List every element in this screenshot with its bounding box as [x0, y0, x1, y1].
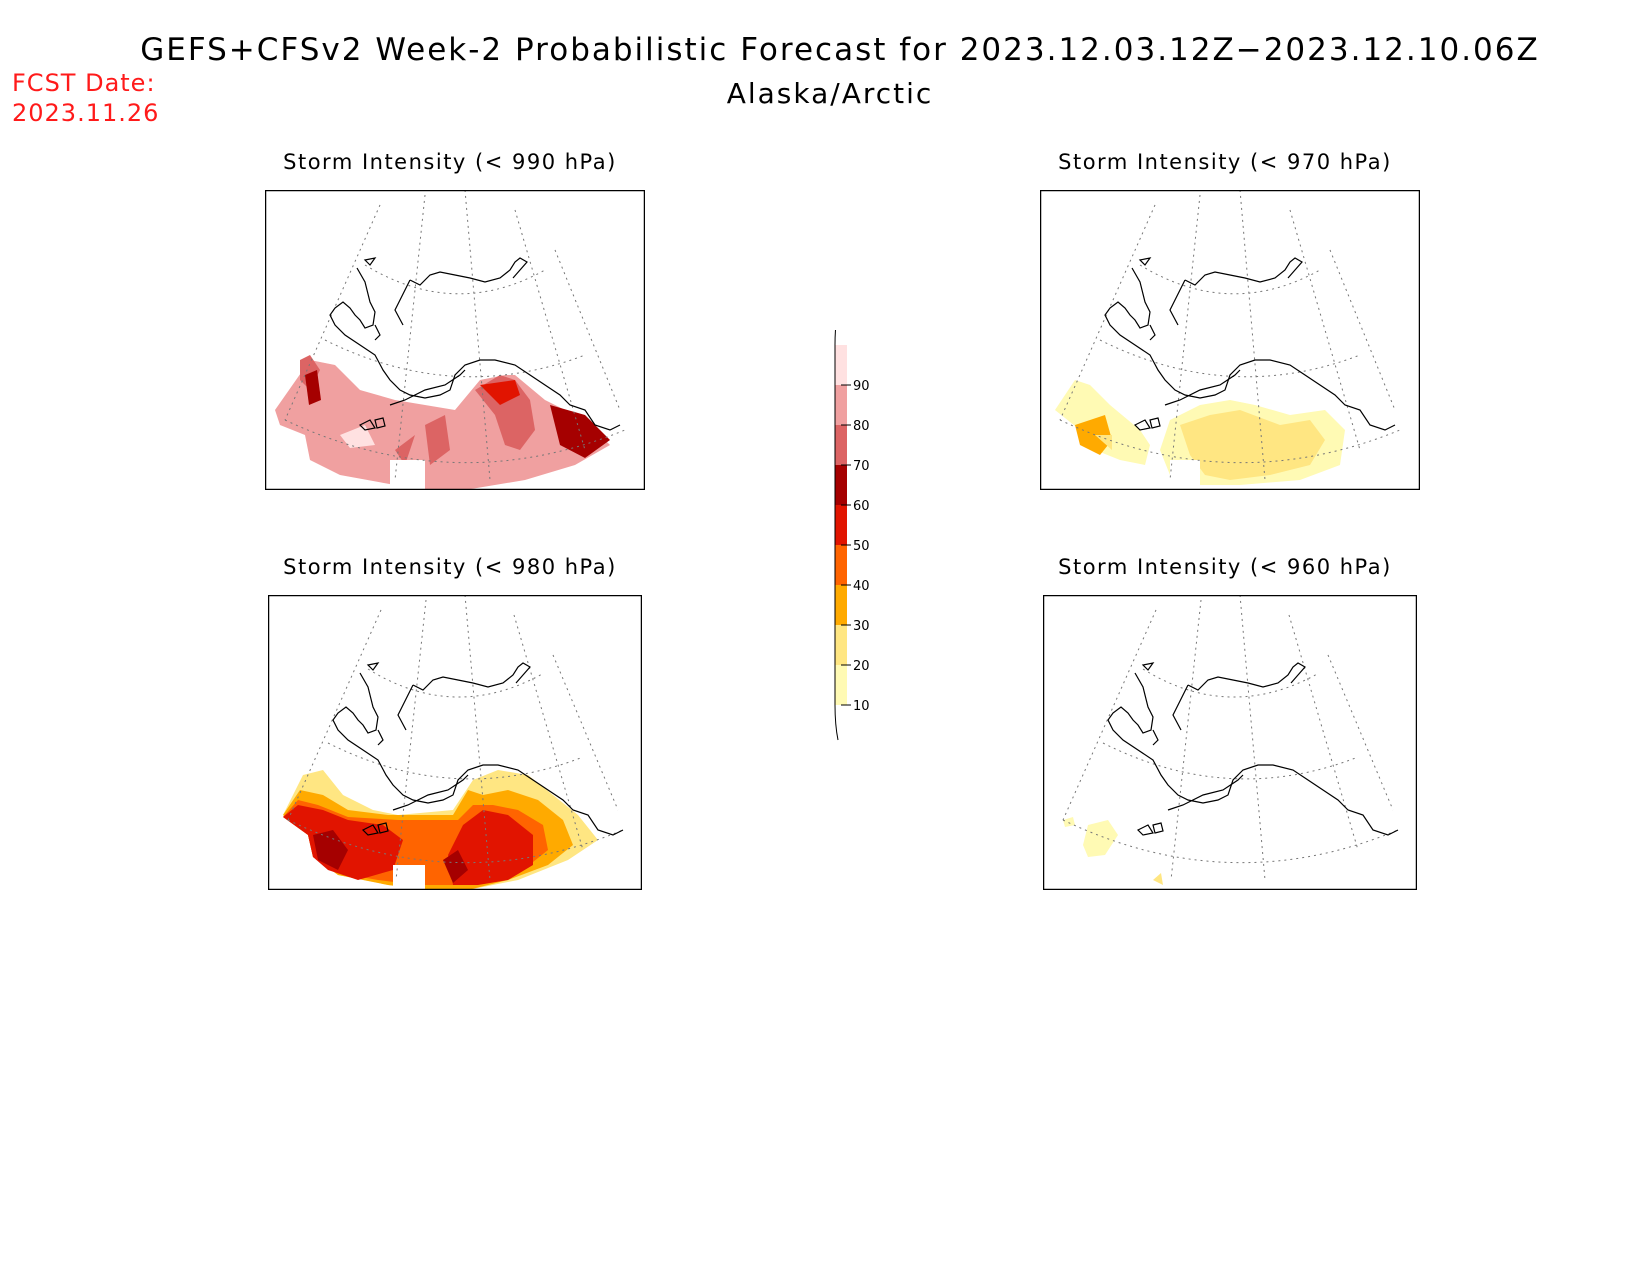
colorbar-tick-label: 80 — [853, 419, 870, 434]
colorbar-top-cap — [834, 309, 839, 346]
colorbar-tick-label: 50 — [853, 539, 870, 554]
map-panel-970 — [1040, 190, 1420, 490]
probability-fill-990 — [275, 355, 610, 490]
coastline-970 — [1104, 257, 1396, 431]
panel-title-970: Storm Intensity (< 970 hPa) — [1058, 150, 1392, 174]
colorbar-tick-label: 70 — [853, 459, 870, 474]
forecast-date: FCST Date: 2023.11.26 — [12, 68, 159, 128]
colorbar-segment — [835, 425, 847, 465]
map-frame-990 — [265, 190, 645, 490]
panel-title-960: Storm Intensity (< 960 hPa) — [1058, 555, 1392, 579]
forecast-date-label: FCST Date: — [12, 69, 156, 97]
colorbar-tick-label: 40 — [853, 579, 870, 594]
coastline-980 — [332, 662, 624, 836]
panel-title-980: Storm Intensity (< 980 hPa) — [283, 555, 617, 579]
graticule-990 — [284, 190, 626, 481]
forecast-date-value: 2023.11.26 — [12, 99, 160, 127]
map-frame-960 — [1043, 595, 1417, 890]
colorbar-tick-label: 10 — [853, 699, 870, 714]
colorbar-tick-label: 30 — [853, 619, 870, 634]
colorbar-segment — [835, 545, 847, 585]
coastline-960 — [1107, 662, 1399, 836]
colorbar-segment — [835, 625, 847, 665]
coastline-990 — [329, 257, 621, 431]
colorbar-segment — [835, 585, 847, 625]
panel-title-990: Storm Intensity (< 990 hPa) — [283, 150, 617, 174]
map-frame-970 — [1040, 190, 1420, 490]
colorbar-segment — [835, 505, 847, 545]
colorbar-tick-label: 20 — [853, 659, 870, 674]
map-panel-990 — [265, 190, 645, 490]
graticule-970 — [1059, 190, 1401, 481]
colorbar-bottom-cap — [834, 704, 839, 741]
map-title: GEFS+CFSv2 Week-2 Probabilistic Forecast… — [140, 32, 1540, 68]
map-panel-960 — [1043, 595, 1417, 890]
probability-fill-980 — [283, 770, 598, 890]
graticule-980 — [287, 595, 624, 881]
probability-fill-960 — [1063, 817, 1163, 885]
map-frame-980 — [268, 595, 642, 890]
colorbar-tick-label: 60 — [853, 499, 870, 514]
colorbar-segment — [835, 345, 847, 385]
colorbar-tick-label: 90 — [853, 379, 870, 394]
map-subtitle: Alaska/Arctic — [726, 77, 934, 110]
colorbar: 10 20 30 40 50 60 70 80 90 — [820, 309, 880, 754]
graticule-960 — [1062, 595, 1399, 881]
colorbar-segment — [835, 665, 847, 705]
map-panel-980 — [268, 595, 642, 890]
colorbar-segment — [835, 465, 847, 505]
colorbar-graphic: 10 20 30 40 50 60 70 80 90 — [834, 309, 870, 741]
colorbar-segment — [835, 385, 847, 425]
probability-fill-970 — [1055, 380, 1345, 490]
